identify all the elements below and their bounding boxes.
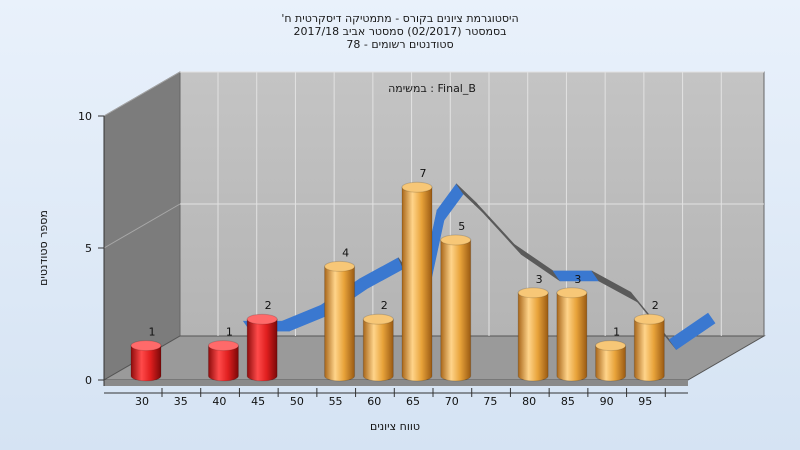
bar-top [401,181,433,193]
bar-top [207,340,239,352]
gridline-side [103,203,181,249]
data-label: 3 [536,273,543,286]
bar [440,239,472,382]
chart-title-line-1: היסטוגרמת ציונים בקורס - מתמטיקה דיסקרטי… [281,12,518,25]
bar [207,345,239,382]
chart-title-line-2: בסמסטר (02/2017) סמסטר אביב 2017/18 [293,25,506,38]
x-tick-label: 80 [522,395,536,408]
bar [324,265,356,382]
data-label: 5 [458,220,465,233]
bar-top [440,234,472,246]
bar [401,186,433,382]
bar [517,292,549,382]
data-label: 1 [613,326,620,339]
bar [246,318,278,382]
x-tick-label: 75 [483,395,497,408]
x-tick-label: 70 [445,395,459,408]
bar [362,318,394,382]
x-tick-label: 90 [600,395,614,408]
x-tick-label: 95 [638,395,652,408]
x-tick-label: 40 [212,395,226,408]
data-label: 7 [420,167,427,180]
bar-top [517,287,549,299]
bar-top [633,313,665,325]
data-label: 3 [574,273,581,286]
x-tick-label: 60 [367,395,381,408]
floor [102,335,766,381]
y-tick-label: 5 [85,242,92,255]
bar [633,318,665,382]
y-tick-label: 0 [85,374,92,387]
bar [130,345,162,382]
bar-top [130,340,162,352]
bar-top [362,313,394,325]
x-tick-label: 35 [174,395,188,408]
y-axis-title: מספר סטודנטים [37,210,50,286]
data-label: 2 [381,299,388,312]
x-tick-label: 50 [290,395,304,408]
gridline-side [103,71,181,117]
chart-title-line-3: סטודנטים רשומים - 78 [346,38,453,51]
data-label: 1 [226,326,233,339]
x-tick-label: 85 [561,395,575,408]
bar [595,345,627,382]
bar-top [246,313,278,325]
x-axis-title: טווח ציונים [370,420,420,433]
bars: 1 1 2 4 2 7 5 3 3 1 2 [130,167,665,382]
x-tick-label: 55 [329,395,343,408]
data-label: 4 [342,246,349,259]
data-label: 2 [652,299,659,312]
trend-curve-segment [668,312,716,351]
x-tick-label: 30 [135,395,149,408]
x-tick-label: 45 [251,395,265,408]
data-label: 2 [265,299,272,312]
floor-edge [104,380,688,386]
bar-top [556,287,588,299]
chart-subtitle: Final_B : במשימה [388,82,476,95]
bar [556,292,588,382]
bar-top [324,260,356,272]
data-label: 1 [149,326,156,339]
bar-top [595,340,627,352]
y-tick-label: 10 [78,110,92,123]
x-tick-label: 65 [406,395,420,408]
